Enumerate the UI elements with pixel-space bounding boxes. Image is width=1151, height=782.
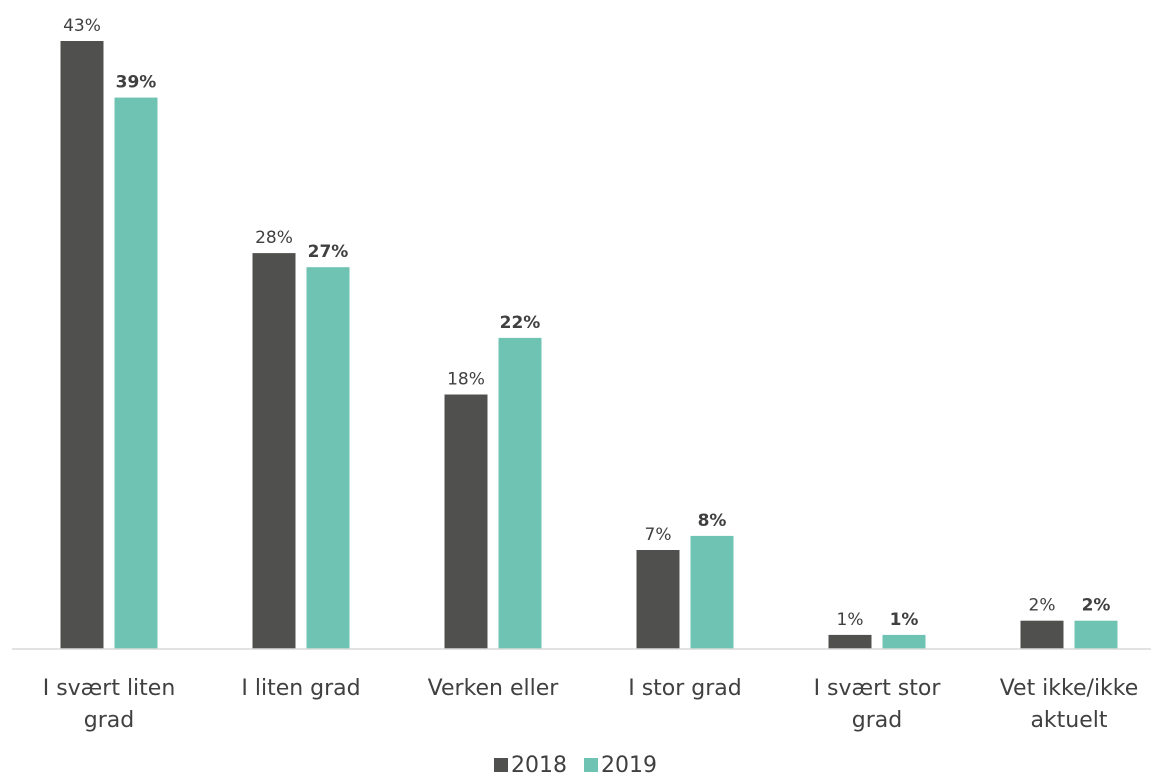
category-label-2-line-0: Verken eller bbox=[428, 676, 560, 701]
category-label-5-line-1: aktuelt bbox=[1030, 708, 1107, 733]
legend-swatch-2018 bbox=[494, 758, 508, 772]
bar-2018-3 bbox=[636, 550, 680, 649]
bar-2019-3 bbox=[690, 535, 734, 649]
value-label-2019-1: 27% bbox=[308, 242, 349, 262]
bar-chart: 43% 39% 28% 27% 18% 22% 7% 8% 1% 1% 2% 2% I svært l… bbox=[12, 16, 1151, 733]
bar-2019-1 bbox=[306, 267, 350, 649]
bar-2018-4 bbox=[828, 634, 872, 649]
category-label-0-line-0: I svært liten bbox=[43, 676, 176, 701]
legend-item-2019: 2019 bbox=[584, 752, 657, 780]
legend-swatch-2019 bbox=[584, 758, 598, 772]
value-label-2019-2: 22% bbox=[500, 313, 541, 333]
value-label-2019-4: 1% bbox=[890, 610, 919, 630]
value-label-2019-5: 2% bbox=[1082, 596, 1111, 616]
bar-2018-0 bbox=[60, 41, 104, 649]
bar-2019-4 bbox=[882, 634, 926, 649]
value-label-2018-4: 1% bbox=[837, 610, 864, 630]
category-label-4-line-0: I svært stor bbox=[814, 676, 942, 701]
bars-group bbox=[60, 41, 1118, 650]
category-label-1-line-0: I liten grad bbox=[241, 676, 360, 701]
legend: 2018 2019 bbox=[0, 752, 1151, 780]
category-label-4-line-1: grad bbox=[852, 708, 902, 733]
value-label-2018-1: 28% bbox=[255, 228, 293, 248]
value-label-2019-0: 39% bbox=[116, 73, 157, 93]
value-labels-group: 43% 39% 28% 27% 18% 22% 7% 8% 1% 1% 2% 2% bbox=[63, 16, 1110, 630]
value-label-2018-0: 43% bbox=[63, 16, 101, 36]
legend-label-2019: 2019 bbox=[601, 753, 657, 778]
value-label-2018-3: 7% bbox=[645, 525, 672, 545]
category-labels-group: I svært liten grad I liten grad Verken elle… bbox=[43, 676, 1139, 733]
legend-item-2018: 2018 bbox=[494, 752, 567, 780]
value-label-2018-2: 18% bbox=[447, 370, 485, 390]
category-label-5-line-0: Vet ikke/ikke bbox=[1000, 676, 1139, 701]
bar-2019-5 bbox=[1074, 620, 1118, 649]
bar-2019-0 bbox=[114, 97, 158, 650]
bar-2018-2 bbox=[444, 394, 488, 649]
category-label-3-line-0: I stor grad bbox=[628, 676, 742, 701]
value-label-2019-3: 8% bbox=[698, 511, 727, 531]
bar-2018-1 bbox=[252, 253, 296, 649]
category-label-0-line-1: grad bbox=[84, 708, 134, 733]
bar-2019-2 bbox=[498, 337, 542, 649]
bar-2018-5 bbox=[1020, 620, 1064, 649]
legend-label-2018: 2018 bbox=[511, 753, 567, 778]
value-label-2018-5: 2% bbox=[1029, 596, 1056, 616]
